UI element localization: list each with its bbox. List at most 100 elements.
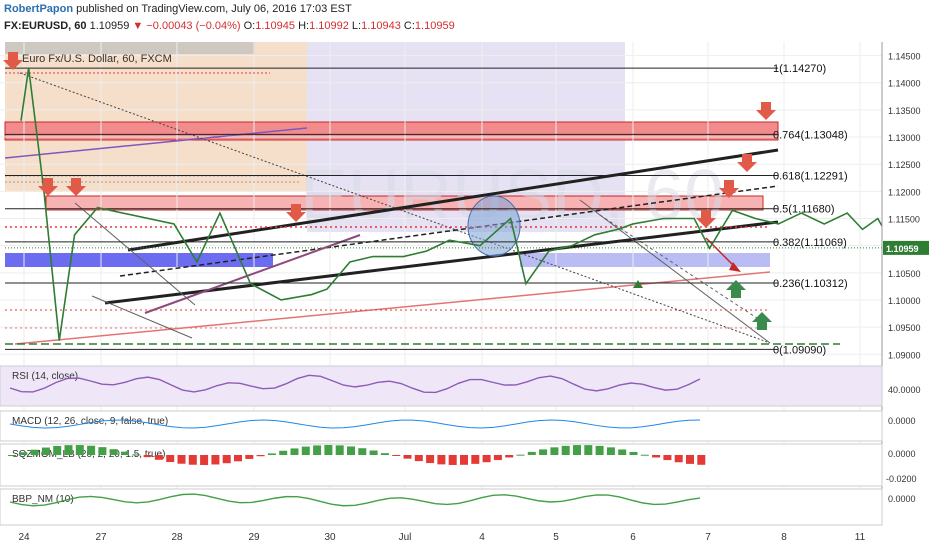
squeeze-bar [132,454,141,456]
squeeze-bar [493,455,502,461]
down-arrow-icon [756,102,776,120]
y-tick-label: 1.10500 [888,269,921,279]
indicator-value: 0.0000 [888,416,916,426]
indicator-value-2: -0.0200 [886,474,917,484]
squeeze-bar [64,445,73,455]
squeeze-bar [166,455,175,463]
chart-title: Euro Fx/U.S. Dollar, 60, FXCM [22,53,172,65]
toolbar-shade [5,42,255,54]
price-change: ▼ −0.00043 (−0.04%) [132,20,241,32]
squeeze-bar [686,455,694,464]
trend-red-rising [14,271,771,345]
y-tick-label: 1.09500 [888,323,921,333]
squeeze-bar [460,455,468,465]
squeeze-bar [471,455,480,464]
y-tick-label: 1.14500 [888,52,921,62]
squeeze-bar [324,445,333,455]
x-tick-label: 7 [705,532,711,543]
fib-label: 0.618(1.12291) [773,171,848,183]
trend-purple [4,127,308,159]
down-arrow-icon [286,204,306,222]
squeeze-bar [200,455,209,465]
squeeze-bar [313,445,322,455]
squeeze-bar [663,455,672,461]
squeeze-bar [87,445,96,455]
squeeze-bar [256,455,265,457]
squeeze-bar [19,452,28,455]
squeeze-bar [697,455,706,465]
up-arrow-icon [633,280,643,288]
high-value: 1.10992 [309,20,349,32]
squeeze-bar [652,455,661,458]
y-axis-background [882,42,932,357]
open-value: 1.10945 [255,20,296,32]
fib-label: 0.764(1.13048) [773,129,848,141]
squeeze-bar [437,455,446,465]
x-tick-label: 27 [95,532,107,543]
last-price-label: 1.10959 [886,244,919,254]
squeeze-bar [527,451,536,455]
y-tick-label: 1.13000 [888,133,921,143]
bbp-line [9,493,701,507]
x-tick-label: 29 [248,532,260,543]
squeeze-bar [369,450,378,455]
highlight-ellipse [467,195,521,257]
squeeze-bar [143,455,152,458]
squeeze-bar [154,455,163,460]
squeeze-bar [573,445,581,455]
labels: 1.10959 [883,240,929,255]
squeeze-bar [234,455,242,462]
squeeze-bar [426,455,435,464]
price-series [5,67,932,341]
symbol-line: FX:EURUSD, 60 1.10959 ▼ −0.00043 (−0.04%… [4,20,455,32]
squeeze-bar [482,455,491,463]
x-tick-label: Jul [399,532,412,543]
fibonacci-levels: 1(1.14270) 0.764(1.13048) 0.618(1.12291) 0.… [5,63,848,356]
squeeze-bar [584,445,593,455]
high-label: H: [298,20,310,32]
trend-fall-3 [599,214,761,321]
squeeze-bar [335,445,344,455]
y-tick-label: 1.12000 [888,187,921,197]
supply-zone-tan [5,42,307,192]
up-arrow-icon [726,280,746,298]
squeeze-bar [595,445,604,455]
indicator-label: BBP_NM (10) [12,494,74,505]
up-arrow-icon [752,312,772,330]
x-tick-label: 5 [553,532,559,543]
squeeze-bar [392,455,401,456]
squeeze-bar [267,453,276,455]
published-text: published on TradingView.com, July 06, 2… [76,3,352,15]
squeeze-bar [550,447,559,455]
squeeze-bar [98,447,107,455]
squeeze-bar [606,447,615,455]
squeeze-bar [211,455,220,465]
indicator-pane [0,365,883,407]
indicator-value: 40.0000 [888,385,921,395]
squeeze-bar [516,454,525,456]
low-label: L: [351,20,362,32]
indicator-pane [0,443,883,487]
macd-line [9,419,701,429]
wedge-line-1 [91,295,193,339]
squeeze-bar [109,449,118,455]
indicator-value: 0.0000 [888,449,916,459]
down-arrow-icon [38,178,58,196]
y-tick-label: 1.10000 [888,296,921,306]
fib-label: 0(1.09090) [773,344,826,356]
squeeze-bar [30,449,39,455]
down-arrow-icon [737,154,757,172]
x-tick-label: 11 [855,532,866,543]
squeeze-bar [403,455,412,459]
indicator-label: RSI (14, close) [12,371,78,382]
symbol-name: FX:EURUSD, 60 [4,20,87,32]
squeeze-bar [279,450,288,455]
squeeze-bar [301,446,310,455]
wedge-line-2 [74,202,196,306]
fib-label: 0.5(1.11680) [773,204,835,216]
rsi-line [9,374,701,394]
down-arrow-icon [719,180,739,198]
author-name[interactable]: RobertPapon [4,3,74,15]
indicator-panes: RSI (14, close) 40.0000 MACD (12, 26, clos… [0,365,921,526]
